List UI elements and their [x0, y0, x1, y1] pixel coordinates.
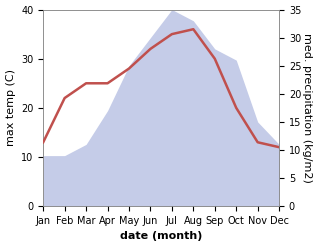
X-axis label: date (month): date (month) — [120, 231, 202, 242]
Y-axis label: max temp (C): max temp (C) — [5, 69, 16, 146]
Y-axis label: med. precipitation (kg/m2): med. precipitation (kg/m2) — [302, 33, 313, 183]
